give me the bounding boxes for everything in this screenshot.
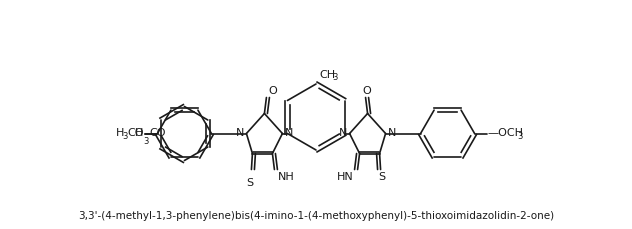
Text: O: O [269,87,277,96]
Text: 3: 3 [518,132,523,141]
Text: CO: CO [149,128,166,137]
Text: S: S [246,178,253,188]
Text: 3: 3 [332,73,337,82]
Text: H: H [116,128,124,139]
Text: 3,3'-(4-methyl-1,3-phenylene)bis(4-imino-1-(4-methoxyphenyl)-5-thioxoimidazolidi: 3,3'-(4-methyl-1,3-phenylene)bis(4-imino… [78,211,554,221]
Text: NH: NH [277,172,294,182]
Text: N: N [236,128,245,139]
Text: H: H [135,128,143,137]
Text: —OCH: —OCH [487,128,523,139]
Text: N: N [339,128,348,139]
Text: N: N [387,128,396,139]
Text: CH: CH [319,70,335,80]
Text: CO: CO [128,128,144,139]
Text: 3: 3 [143,136,149,145]
Text: N: N [284,128,293,139]
Text: HN: HN [337,172,353,182]
Text: 3: 3 [123,132,128,141]
Text: O: O [362,85,371,95]
Text: S: S [378,172,385,182]
